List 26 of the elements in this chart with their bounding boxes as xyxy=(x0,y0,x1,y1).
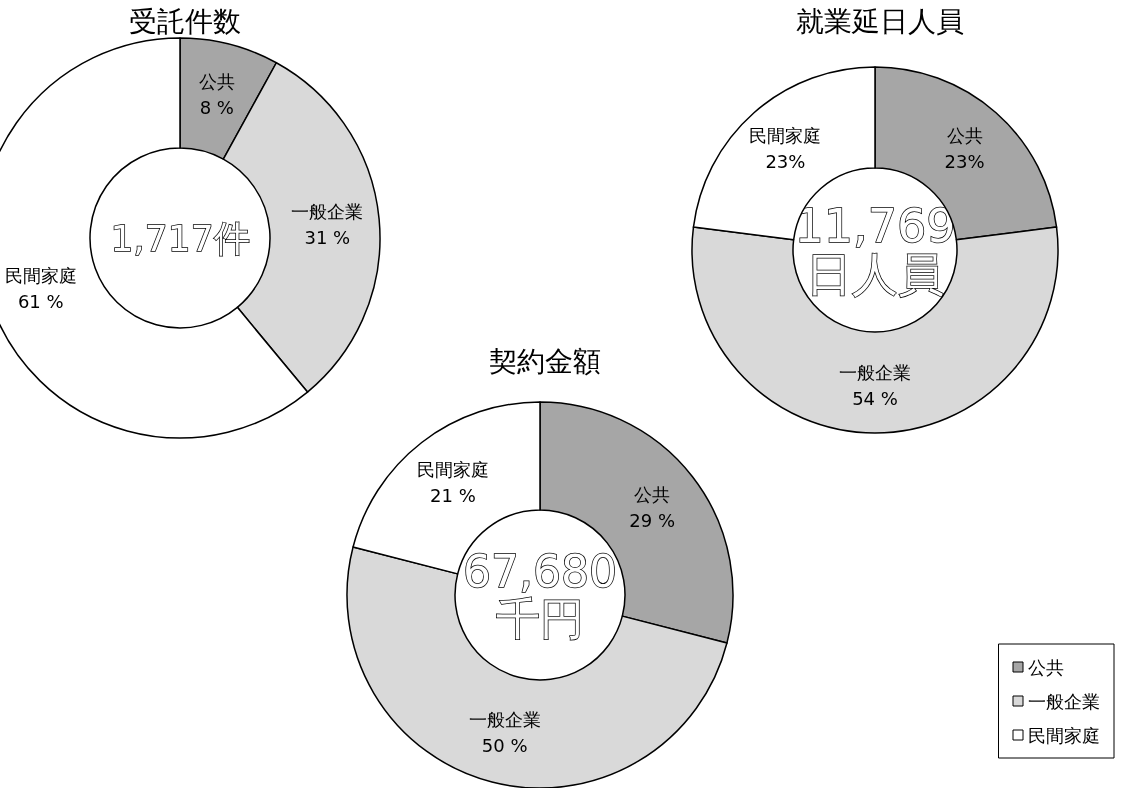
legend-label: 一般企業 xyxy=(1028,690,1100,712)
slice-label: 公共 xyxy=(634,484,671,506)
data-label: 29 % xyxy=(629,510,676,532)
slice-label: 民間家庭 xyxy=(4,264,77,286)
slice-label: 公共 xyxy=(198,71,235,93)
data-label: 61 % xyxy=(17,290,64,312)
data-label: 21 % xyxy=(430,485,476,507)
text: 千円 xyxy=(496,592,584,644)
legend-label: 公共 xyxy=(1028,656,1064,678)
data-label: 54 % xyxy=(852,388,898,409)
slice-label: 民間家庭 xyxy=(749,124,822,146)
chart-title: 契約金額 xyxy=(489,344,601,378)
slice-label: 一般企業 xyxy=(291,200,364,222)
data-label: 8 % xyxy=(199,97,234,119)
slice-label: 一般企業 xyxy=(468,709,541,731)
data-label: 23% xyxy=(765,150,806,172)
chart-title: 就業延日人員 xyxy=(796,4,964,38)
slice-label: 民間家庭 xyxy=(416,459,489,481)
slice-label: 一般企業 xyxy=(839,362,911,383)
data-label: 50 % xyxy=(481,735,528,757)
legend-label: 民間家庭 xyxy=(1028,724,1100,746)
text: 1,717件 xyxy=(110,217,250,259)
chart-title: 受託件数 xyxy=(129,4,241,38)
data-label: 23% xyxy=(944,150,985,172)
data-label: 31 % xyxy=(304,226,351,248)
slice-label: 公共 xyxy=(946,124,983,146)
